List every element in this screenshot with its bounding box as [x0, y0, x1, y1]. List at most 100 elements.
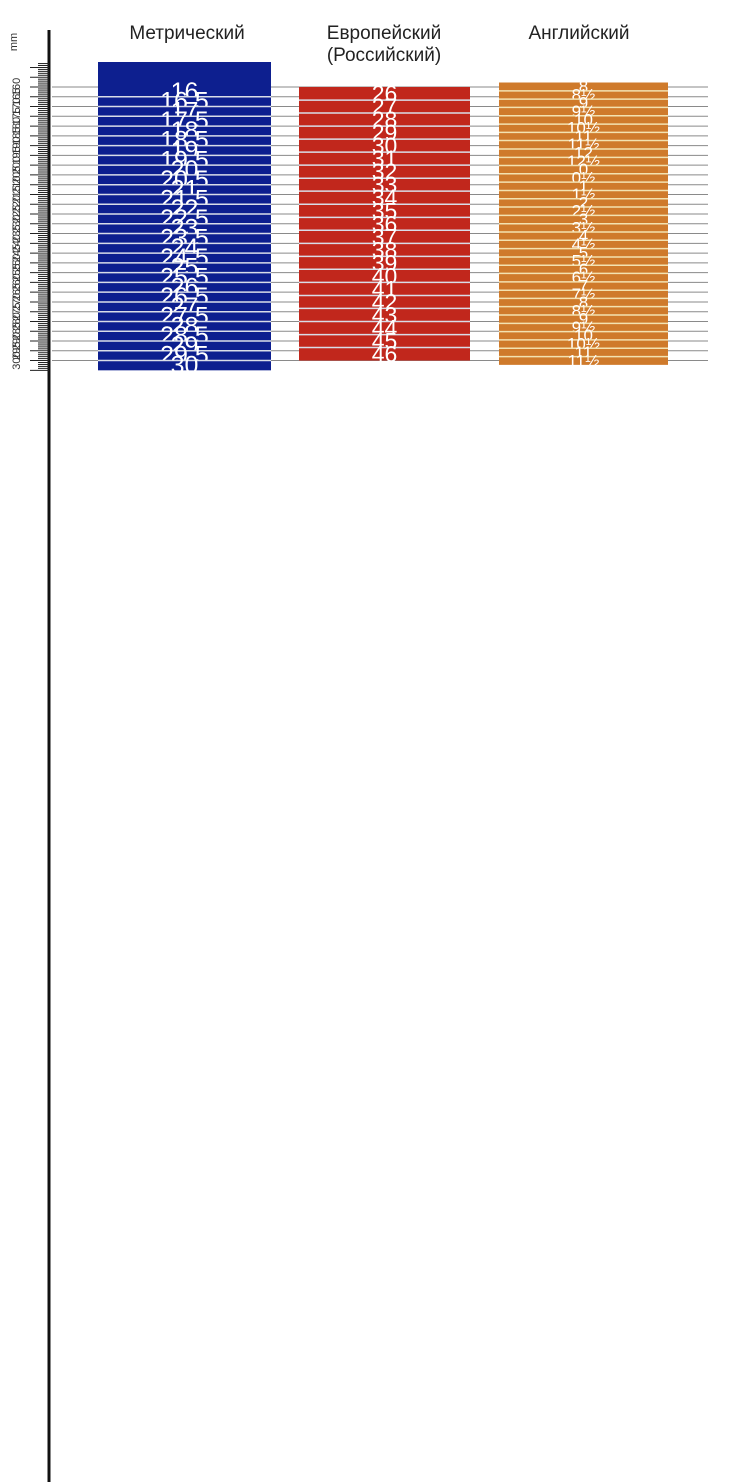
english-size-label: 9 [579, 310, 588, 329]
axis-tick-label: 205 [11, 166, 23, 184]
axis-tick-label: 290 [11, 332, 23, 350]
column-headers: Метрический Европейский(Российский) Англий… [129, 23, 629, 66]
european-cell [299, 165, 470, 179]
axis-tick-label: 295 [11, 342, 23, 360]
metric-cell [98, 116, 271, 127]
metric-cell [98, 165, 271, 175]
european-cell [299, 217, 470, 231]
axis-tick-label: 220 [11, 195, 23, 213]
column-header-european: (Российский) [327, 45, 441, 66]
english-cell [499, 356, 668, 365]
european-cell [299, 321, 470, 335]
metric-cell [98, 135, 271, 146]
metric-cell [98, 155, 271, 166]
english-cell [499, 231, 668, 241]
english-size-label: 2 [579, 193, 588, 212]
metric-cell [98, 126, 271, 136]
english-cell [499, 132, 668, 141]
european-cell [299, 308, 470, 322]
english-cell [499, 348, 668, 357]
axis-tick-label: 245 [11, 244, 23, 262]
metric-cell [98, 360, 271, 371]
axis-tick-label: 235 [11, 224, 23, 242]
column-english: 88½99½1010½1111½1212½00½11½22½33½44½55½6… [499, 77, 668, 370]
european-cell [299, 256, 470, 270]
english-size-label: 4 [579, 227, 588, 246]
metric-cell [98, 311, 271, 322]
metric-cell [98, 292, 271, 302]
axis-tick-label: 250 [11, 254, 23, 272]
european-cell [299, 152, 470, 166]
column-header-metric: Метрический [129, 23, 244, 44]
english-cell [499, 240, 668, 249]
metric-cell [98, 223, 271, 234]
metric-cell [98, 233, 271, 244]
english-cell [499, 173, 668, 183]
english-cell [499, 190, 668, 199]
english-cell [499, 223, 668, 232]
axis-tick-label: 300 [11, 351, 23, 369]
metric-cell [98, 106, 271, 117]
european-cell [299, 112, 470, 127]
english-cell [499, 124, 668, 133]
english-cell [499, 331, 668, 340]
metric-cell [98, 253, 271, 263]
english-cell [499, 82, 668, 91]
metric-cell [98, 350, 271, 361]
metric-cell [98, 331, 271, 342]
european-cell [299, 100, 470, 113]
column-header-european: Европейский [327, 23, 441, 44]
english-cell [499, 248, 668, 257]
axis-tick-label: 225 [11, 205, 23, 223]
metric-cell [98, 262, 271, 273]
metric-cell [98, 174, 271, 185]
english-cell [499, 182, 668, 191]
english-cell [499, 157, 668, 166]
european-cell [299, 347, 470, 361]
english-size-label: 0 [579, 160, 588, 179]
axis-tick-label: 185 [11, 127, 23, 145]
axis-tick-label: 255 [11, 263, 23, 281]
axis-tick-label: 200 [11, 156, 23, 174]
axis-tick-label: 215 [11, 185, 23, 203]
european-cell [299, 204, 470, 218]
english-cell [499, 148, 668, 158]
european-cell [299, 139, 470, 153]
metric-cell [98, 243, 271, 254]
size-columns: 1616.51717.51818.51919.52020.52121.52222… [98, 62, 668, 379]
english-cell [499, 323, 668, 332]
european-cell [299, 178, 470, 192]
metric-cell [98, 204, 271, 215]
english-cell [499, 306, 668, 316]
european-cell [299, 282, 470, 296]
european-cell [299, 126, 470, 140]
european-size-label: 46 [372, 341, 398, 367]
english-size-label: 8 [579, 293, 588, 312]
metric-cell [98, 214, 271, 224]
european-cell [299, 295, 470, 309]
axis-tick-label: 195 [11, 146, 23, 164]
english-cell [499, 215, 668, 224]
english-cell [499, 315, 668, 324]
english-cell [499, 281, 668, 291]
axis-tick-label: 175 [11, 107, 23, 125]
metric-cell [98, 301, 271, 312]
english-cell [499, 339, 668, 349]
column-header-english: Английский [528, 23, 629, 44]
column-european: 2627282930313233343536373839404142434445… [299, 81, 470, 367]
metric-cell [98, 194, 271, 205]
english-size-label: 9 [579, 94, 588, 113]
metric-cell [98, 272, 271, 283]
english-cell [499, 90, 668, 100]
axis-tick-label: 270 [11, 293, 23, 311]
axis-unit-label: mm [8, 33, 20, 51]
axis-tick-label: 240 [11, 234, 23, 252]
metric-size-label: 30 [171, 351, 199, 379]
column-metric: 1616.51717.51818.51919.52020.52121.52222… [98, 62, 271, 379]
english-cell [499, 140, 668, 149]
axis-tick-label: 210 [11, 176, 23, 194]
english-cell [499, 107, 668, 116]
axis-tick-label: 170 [11, 97, 23, 115]
english-cell [499, 198, 668, 207]
